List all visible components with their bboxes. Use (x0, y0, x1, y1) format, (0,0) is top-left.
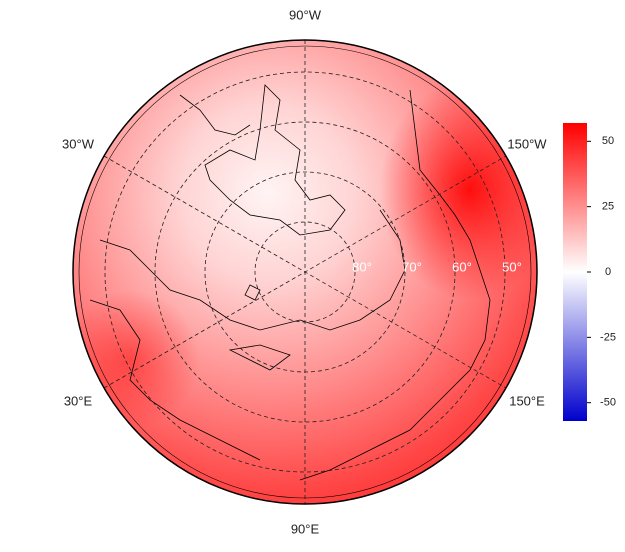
colorbar-tick-label: 0 (605, 266, 611, 278)
map-border (72, 39, 538, 505)
colorbar-tick-label: 50 (602, 135, 614, 147)
latitude-label: 80° (352, 259, 372, 274)
longitude-label: 30°E (64, 393, 93, 408)
colorbar (563, 123, 587, 421)
longitude-label: 150°W (507, 136, 547, 151)
graticule (103, 40, 507, 504)
map-border-inner (78, 45, 532, 499)
latitude-label: 50° (502, 259, 522, 274)
colorbar-tick-label: -50 (600, 397, 616, 409)
longitude-label: 90°W (289, 7, 322, 22)
latitude-label: 60° (452, 259, 472, 274)
colorbar-tick-label: 25 (602, 201, 614, 213)
longitude-label: 30°W (62, 136, 95, 151)
field (73, 40, 537, 504)
longitude-label: 150°E (509, 393, 545, 408)
latitude-label: 70° (402, 259, 422, 274)
longitude-label: 90°E (291, 521, 320, 536)
colorbar-tick-label: -25 (600, 331, 616, 343)
